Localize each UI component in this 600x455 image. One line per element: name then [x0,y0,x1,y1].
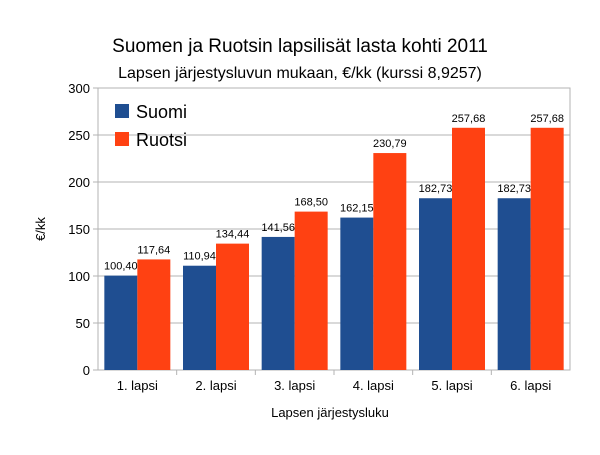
data-label: 257,68 [530,113,564,125]
legend-swatch-suomi [115,104,129,118]
bar-ruotsi-6 [530,127,564,371]
data-label: 100,40 [104,261,138,273]
x-tick-label: 3. lapsi [274,378,315,393]
data-label: 230,79 [373,138,407,150]
y-tick-label: 200 [68,175,90,190]
y-tick-label: 300 [68,81,90,96]
bar-ruotsi-1 [137,259,171,370]
data-label: 110,94 [183,251,216,263]
bar-ruotsi-4 [373,153,407,370]
x-axis-label: Lapsen järjestysluku [271,405,389,420]
data-label: 168,50 [294,197,328,209]
legend: Suomi Ruotsi [115,102,187,150]
data-label: 257,68 [452,113,486,125]
y-tick-label: 150 [68,222,90,237]
y-tick-label: 250 [68,128,90,143]
x-tick-label: 6. lapsi [510,378,551,393]
y-axis-label: €/kk [33,217,48,241]
y-tick-label: 100 [68,269,90,284]
x-tick-label: 5. lapsi [431,378,472,393]
data-label: 141,56 [261,222,295,234]
bar-ruotsi-5 [452,127,485,371]
legend-label-ruotsi: Ruotsi [136,130,187,150]
y-tick-label: 0 [83,363,90,378]
x-tick-label: 2. lapsi [195,378,236,393]
bar-suomi-3 [261,236,295,370]
bar-ruotsi-3 [294,211,328,370]
data-label: 182,73 [419,183,453,195]
chart-title: Suomen ja Ruotsin lapsilisät lasta kohti… [112,36,488,57]
legend-label-suomi: Suomi [136,102,187,122]
data-label: 134,44 [216,229,250,241]
data-label: 117,64 [137,244,170,256]
bar-suomi-1 [104,275,138,370]
chart-subtitle: Lapsen järjestysluvun mukaan, €/kk (kurs… [118,65,482,82]
bar-suomi-6 [497,198,531,370]
legend-swatch-ruotsi [115,132,129,146]
x-tick-label: 4. lapsi [353,378,394,393]
y-tick-label: 50 [76,316,90,331]
bar-suomi-4 [340,217,374,370]
bar-ruotsi-2 [216,243,249,370]
data-label: 182,73 [497,183,531,195]
plot-area: 0 50 100 150 200 250 300 100,40 117,64 1. lapsi 11… [68,81,571,393]
data-label: 162,15 [340,203,374,215]
x-tick-label: 1. lapsi [117,378,158,393]
bar-suomi-5 [419,198,452,370]
bar-suomi-2 [183,265,216,370]
